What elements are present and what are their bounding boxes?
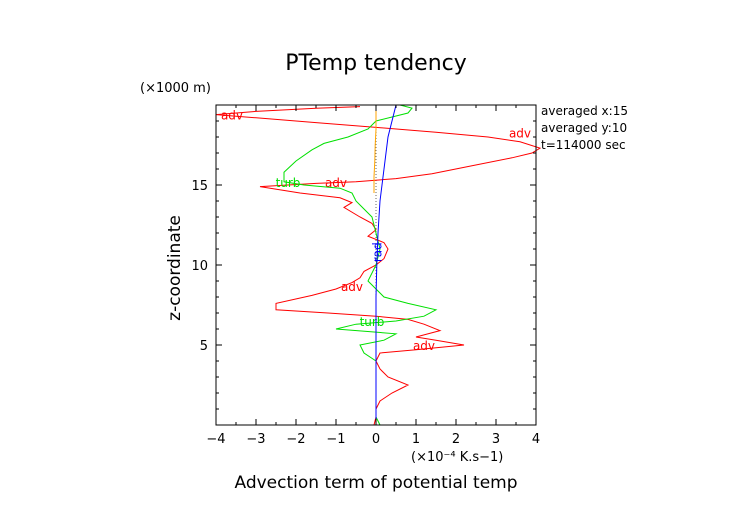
x-tick-label: 0 <box>372 432 380 447</box>
y-unit-label: (×1000 m) <box>140 81 211 96</box>
x-tick-label: 3 <box>492 432 500 447</box>
axes: −4 −3 −2 −1 0 1 2 3 4 5 10 15 <box>191 104 540 447</box>
series-line-turb <box>283 104 438 426</box>
y-axis-label: z-coordinate <box>165 215 185 321</box>
series-label: rad <box>371 242 385 262</box>
series-label: adv <box>509 126 531 140</box>
series-label: turb <box>276 176 301 190</box>
x-axis-label: Advection term of potential temp <box>234 473 517 493</box>
series-label: adv <box>221 109 243 123</box>
series-line-extra <box>373 105 377 193</box>
info-box: averaged x:15 averaged y:10 t=114000 sec <box>541 104 628 152</box>
series-line-adv <box>215 106 542 426</box>
y-tick-label: 10 <box>191 259 208 274</box>
series-label: adv <box>341 280 363 294</box>
x-tick-label: −1 <box>326 432 345 447</box>
series-label: adv <box>325 176 347 190</box>
x-tick-label: −2 <box>286 432 305 447</box>
x-tick-label: −4 <box>206 432 225 447</box>
x-tick-label: −3 <box>246 432 265 447</box>
y-tick-label: 5 <box>200 339 208 354</box>
x-tick-label: 2 <box>452 432 460 447</box>
info-line: t=114000 sec <box>541 138 626 152</box>
series-label: adv <box>413 339 435 353</box>
y-tick-label: 15 <box>191 179 208 194</box>
series-line-rad <box>375 104 397 425</box>
x-tick-label: 1 <box>412 432 420 447</box>
series-label: turb <box>360 315 385 329</box>
chart-title: PTemp tendency <box>285 51 467 76</box>
info-line: averaged y:10 <box>541 121 627 135</box>
x-tick-label: 4 <box>532 432 540 447</box>
plot-area: adv adv adv adv adv turb turb rad <box>215 104 542 426</box>
info-line: averaged x:15 <box>541 104 628 118</box>
x-unit-label: (×10⁻⁴ K.s−1) <box>411 450 503 465</box>
